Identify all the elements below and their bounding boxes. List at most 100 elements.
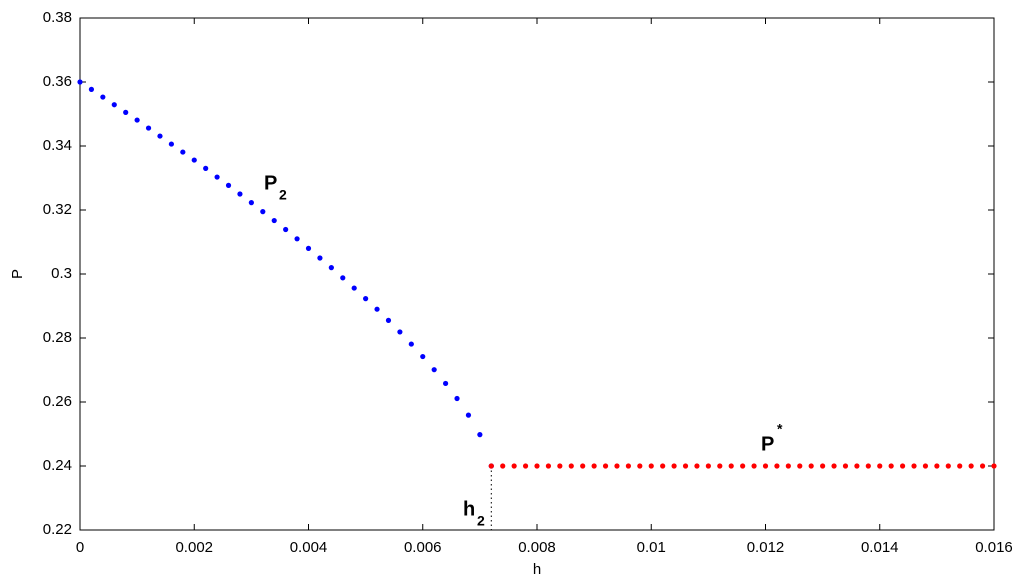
point: [751, 463, 757, 469]
point: [762, 463, 769, 469]
point: [728, 463, 734, 469]
point: [431, 367, 437, 373]
point: [385, 317, 392, 323]
point: [694, 463, 700, 469]
point: [602, 463, 609, 469]
point: [100, 94, 106, 100]
point: [900, 463, 906, 469]
point: [648, 463, 654, 469]
point: [134, 117, 140, 123]
point: [934, 463, 940, 469]
point: [397, 329, 403, 335]
point: [340, 275, 346, 281]
point: [123, 109, 129, 115]
point: [214, 174, 220, 180]
point: [168, 141, 174, 147]
point: [660, 463, 666, 469]
point: [488, 463, 494, 469]
y-axis-label: P: [9, 269, 26, 279]
x-tick-label: 0.016: [975, 539, 1013, 556]
point: [248, 200, 254, 206]
point: [671, 463, 677, 469]
point: [842, 463, 849, 469]
x-tick-label: 0: [76, 539, 84, 556]
point: [271, 217, 277, 224]
point: [854, 463, 860, 469]
point: [945, 463, 951, 469]
point: [260, 209, 266, 215]
point: [797, 463, 803, 469]
plot-frame: [79, 17, 995, 531]
point: [774, 463, 780, 469]
y-tick-label: 0.24: [43, 457, 72, 474]
point: [454, 395, 460, 402]
point: [682, 463, 689, 469]
point: [511, 463, 517, 469]
point: [637, 463, 643, 469]
y-tick-label: 0.28: [43, 329, 72, 346]
y-tick-label: 0.26: [43, 393, 72, 410]
annotation-subscript: 2: [477, 513, 485, 529]
point: [957, 463, 963, 469]
annotation: P: [264, 172, 277, 194]
point: [180, 149, 186, 155]
annotation-superscript: *: [777, 421, 783, 437]
point: [328, 265, 334, 271]
annotation: h: [463, 498, 475, 520]
point: [591, 463, 597, 469]
point: [77, 79, 83, 85]
point: [500, 463, 506, 469]
point: [820, 463, 826, 469]
y-tick-label: 0.3: [51, 265, 72, 282]
point: [717, 463, 723, 469]
point: [294, 236, 300, 242]
point: [522, 463, 529, 469]
point: [808, 463, 814, 469]
point: [237, 191, 243, 197]
x-tick-label: 0.002: [175, 539, 213, 556]
x-tick-label: 0.012: [747, 539, 785, 556]
annotation: P: [761, 433, 774, 455]
point: [351, 285, 357, 291]
point: [831, 463, 837, 469]
point: [145, 125, 152, 131]
x-axis-label: h: [533, 561, 541, 578]
point: [317, 255, 323, 261]
y-tick-label: 0.34: [43, 137, 72, 154]
point: [911, 463, 917, 469]
point: [283, 226, 289, 233]
y-tick-label: 0.22: [43, 521, 72, 538]
point: [922, 463, 929, 469]
point: [568, 463, 574, 469]
point: [865, 463, 871, 469]
point: [374, 306, 380, 312]
point: [580, 463, 586, 469]
point: [740, 463, 746, 469]
point: [888, 463, 894, 469]
x-tick-label: 0.014: [861, 539, 899, 556]
x-tick-label: 0.004: [290, 539, 328, 556]
point: [785, 463, 791, 469]
point: [420, 353, 426, 360]
y-tick-label: 0.32: [43, 201, 72, 218]
y-tick-label: 0.36: [43, 73, 72, 90]
point: [88, 86, 95, 92]
x-tick-label: 0.006: [404, 539, 442, 556]
point: [111, 102, 117, 108]
point: [705, 463, 711, 469]
point: [877, 463, 883, 469]
annotation-subscript: 2: [279, 187, 287, 203]
point: [968, 463, 974, 469]
point: [614, 463, 620, 469]
point: [625, 463, 632, 469]
x-tick-label: 0.01: [637, 539, 666, 556]
point: [557, 463, 563, 469]
point: [157, 133, 163, 139]
point: [465, 412, 472, 418]
point: [191, 157, 197, 163]
point: [979, 463, 986, 469]
point: [534, 463, 540, 469]
y-tick-label: 0.38: [43, 9, 72, 26]
